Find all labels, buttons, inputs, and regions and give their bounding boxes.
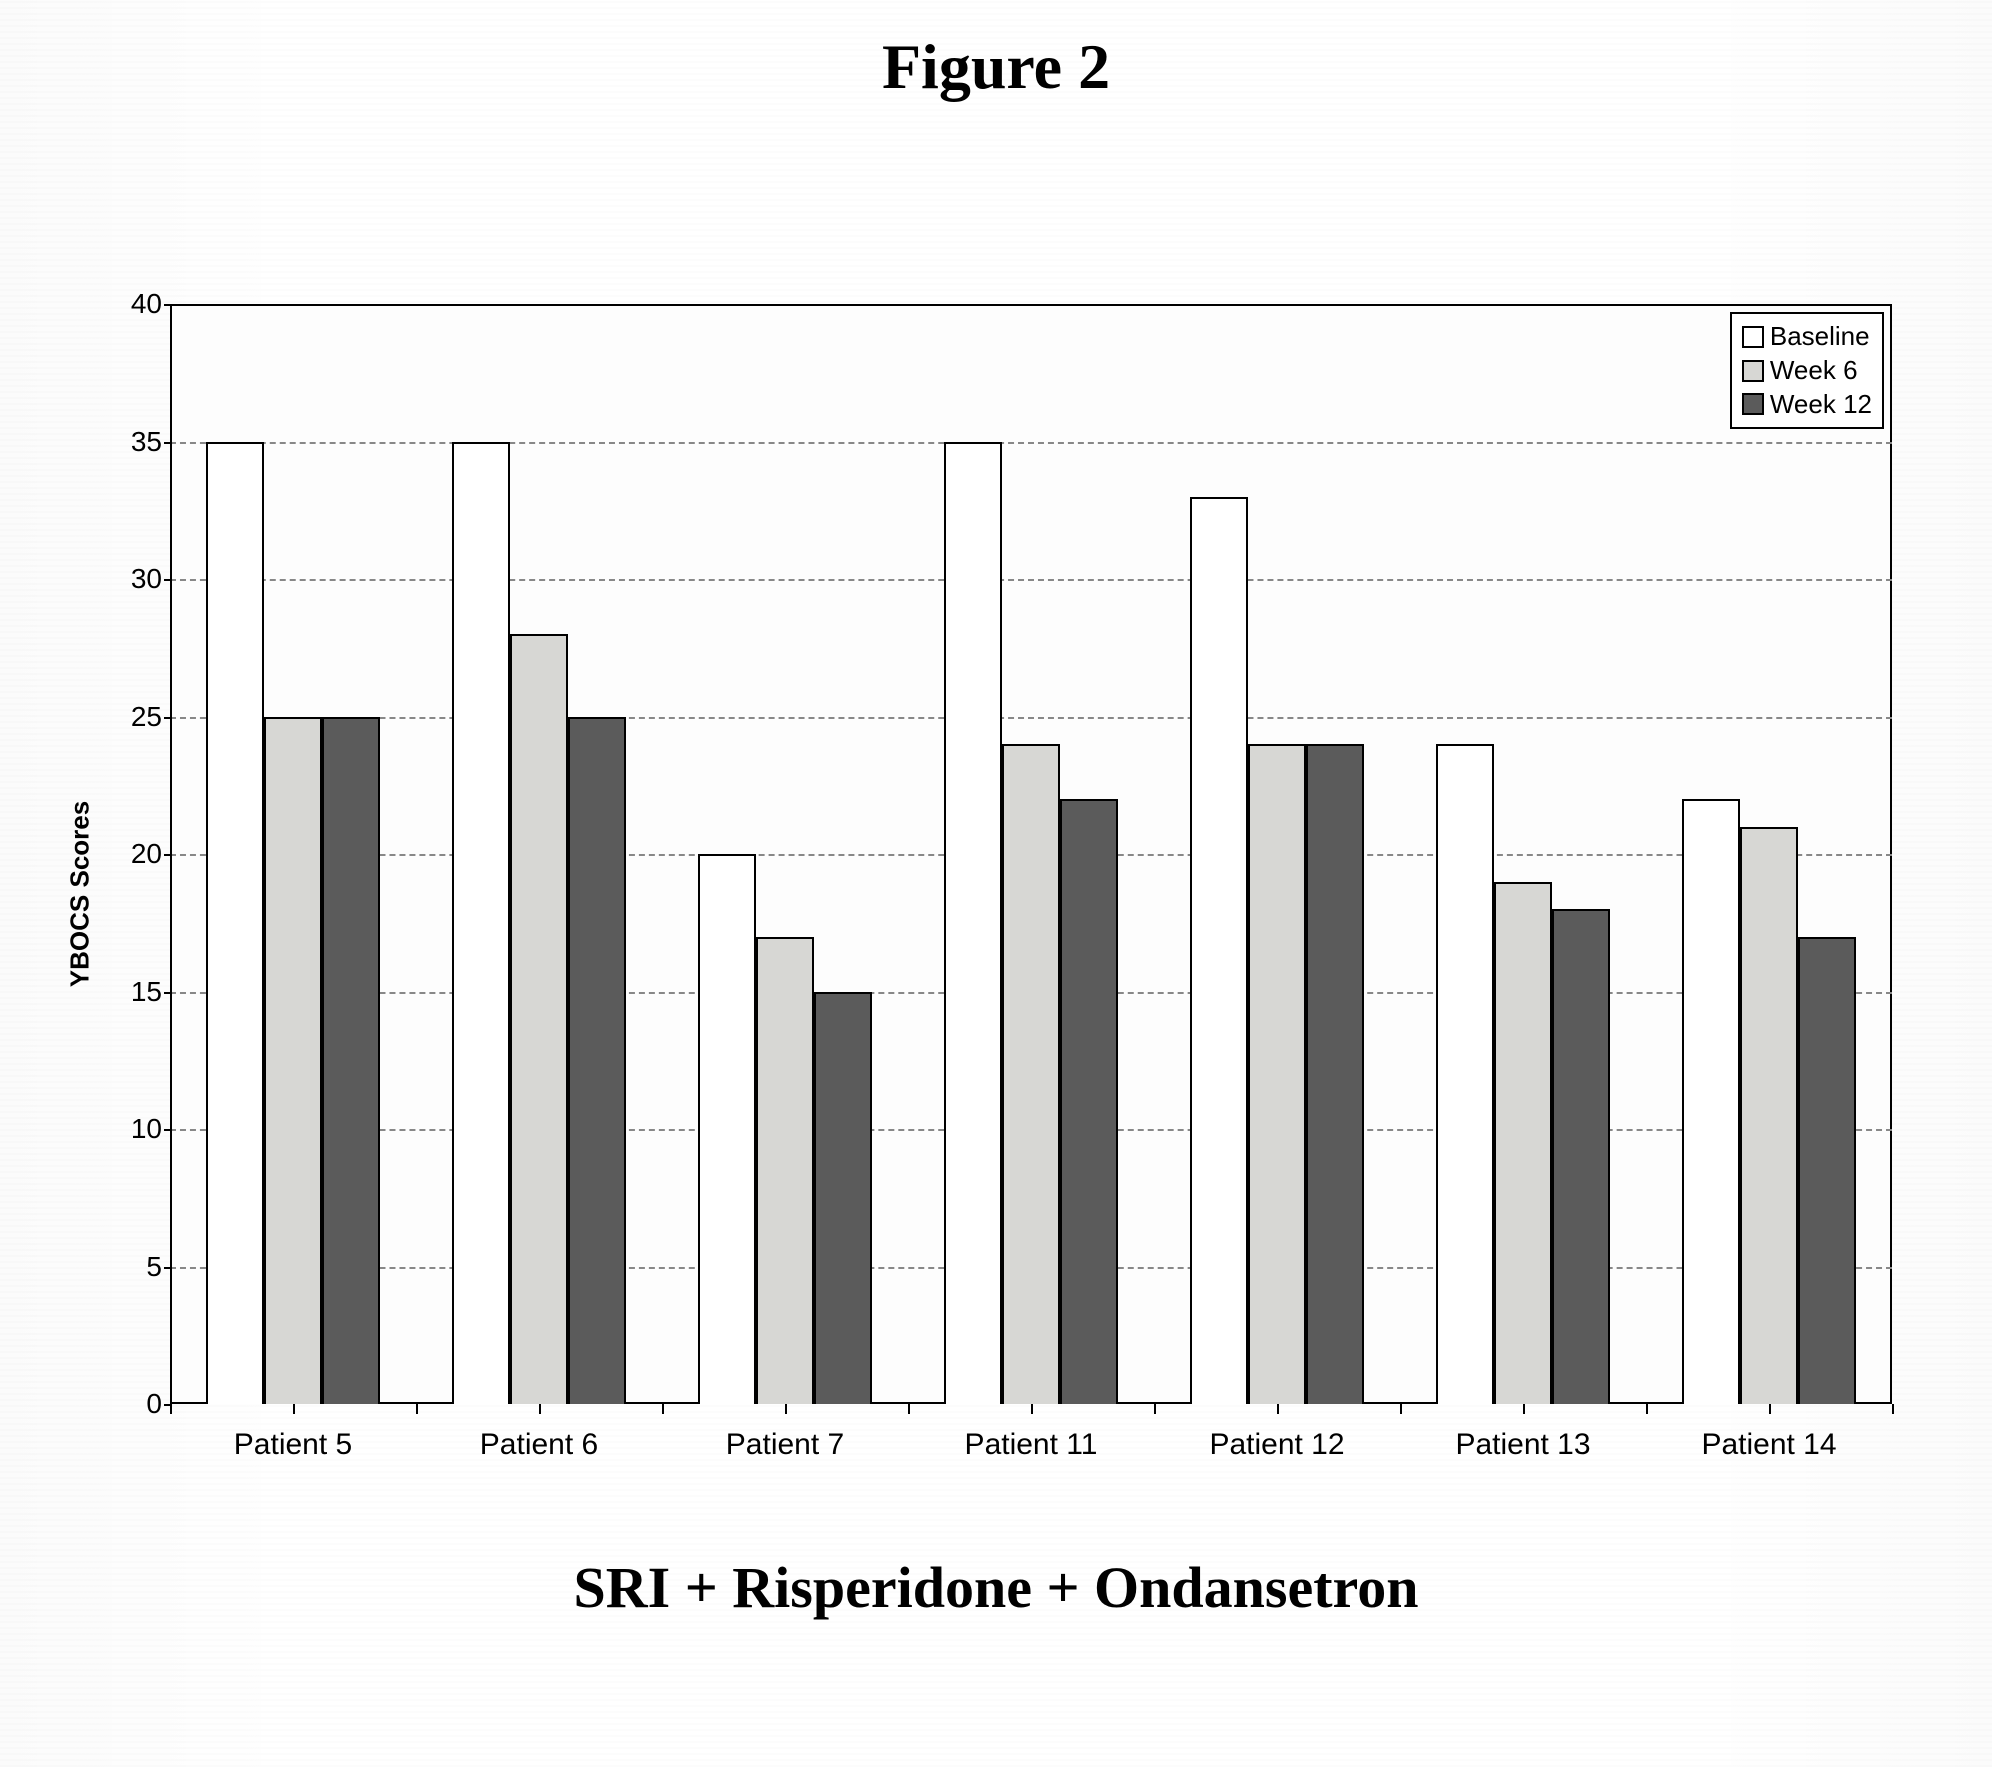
legend-label: Week 12 [1770, 388, 1872, 422]
bar [1002, 744, 1060, 1404]
y-tick-label: 0 [102, 1388, 162, 1420]
x-tick-label: Patient 7 [726, 1428, 844, 1462]
y-tick-mark [164, 854, 172, 856]
x-tick-mark [416, 1404, 418, 1414]
x-tick-label: Patient 5 [234, 1428, 352, 1462]
x-tick-mark [785, 1404, 787, 1414]
legend-swatch-week6 [1742, 360, 1764, 382]
y-tick-label: 10 [102, 1113, 162, 1145]
y-tick-label: 35 [102, 426, 162, 458]
bar [756, 937, 814, 1405]
bar [1552, 909, 1610, 1404]
x-tick-mark [1154, 1404, 1156, 1414]
bar [698, 854, 756, 1404]
y-tick-label: 15 [102, 976, 162, 1008]
x-tick-mark [539, 1404, 541, 1414]
bar-group: Patient 13 [1400, 304, 1646, 1404]
legend-label: Baseline [1770, 320, 1870, 354]
bar-group: Patient 12 [1154, 304, 1400, 1404]
y-tick-mark [164, 1267, 172, 1269]
bar-group: Patient 6 [416, 304, 662, 1404]
bar [1190, 497, 1248, 1405]
bar-group: Patient 7 [662, 304, 908, 1404]
bar [1248, 744, 1306, 1404]
legend-label: Week 6 [1770, 354, 1858, 388]
bar [944, 442, 1002, 1405]
x-tick-mark [1277, 1404, 1279, 1414]
bar-group: Patient 5 [170, 304, 416, 1404]
bar [568, 717, 626, 1405]
y-tick-mark [164, 1129, 172, 1131]
y-tick-label: 40 [102, 288, 162, 320]
bar-chart: YBOCS Scores Patient 5Patient 6Patient 7… [90, 304, 1902, 1484]
x-tick-mark [662, 1404, 664, 1414]
bar [322, 717, 380, 1405]
figure-title: Figure 2 [0, 0, 1992, 124]
bar [1740, 827, 1798, 1405]
y-tick-mark [164, 717, 172, 719]
y-tick-label: 5 [102, 1251, 162, 1283]
bar [1798, 937, 1856, 1405]
plot-area: Patient 5Patient 6Patient 7Patient 11Pat… [170, 304, 1892, 1404]
x-tick-label: Patient 13 [1455, 1428, 1590, 1462]
y-tick-mark [164, 304, 172, 306]
bar-group: Patient 14 [1646, 304, 1892, 1404]
bar [510, 634, 568, 1404]
bars-container: Patient 5Patient 6Patient 7Patient 11Pat… [170, 304, 1892, 1404]
x-tick-mark [908, 1404, 910, 1414]
y-tick-label: 20 [102, 838, 162, 870]
x-tick-mark [1646, 1404, 1648, 1414]
bar [452, 442, 510, 1405]
x-tick-mark [1892, 1404, 1894, 1414]
x-tick-label: Patient 11 [965, 1428, 1098, 1462]
x-tick-mark [293, 1404, 295, 1414]
x-tick-label: Patient 14 [1701, 1428, 1836, 1462]
x-tick-label: Patient 12 [1209, 1428, 1344, 1462]
x-tick-label: Patient 6 [480, 1428, 598, 1462]
legend: Baseline Week 6 Week 12 [1730, 312, 1884, 429]
y-tick-mark [164, 579, 172, 581]
bar [1494, 882, 1552, 1405]
y-tick-label: 25 [102, 701, 162, 733]
legend-item-week12: Week 12 [1742, 388, 1872, 422]
legend-item-baseline: Baseline [1742, 320, 1872, 354]
y-tick-mark [164, 992, 172, 994]
y-tick-label: 30 [102, 563, 162, 595]
x-tick-mark [1523, 1404, 1525, 1414]
y-axis-label: YBOCS Scores [65, 801, 96, 987]
legend-item-week6: Week 6 [1742, 354, 1872, 388]
bar [206, 442, 264, 1405]
x-tick-mark [1769, 1404, 1771, 1414]
bar [1306, 744, 1364, 1404]
chart-subtitle: SRI + Risperidone + Ondansetron [0, 1554, 1992, 1621]
legend-swatch-week12 [1742, 393, 1764, 415]
bar [814, 992, 872, 1405]
bar [1436, 744, 1494, 1404]
bar [1682, 799, 1740, 1404]
x-tick-mark [1031, 1404, 1033, 1414]
y-tick-mark [164, 442, 172, 444]
bar [1060, 799, 1118, 1404]
y-tick-mark [164, 1404, 172, 1406]
x-tick-mark [1400, 1404, 1402, 1414]
legend-swatch-baseline [1742, 326, 1764, 348]
bar-group: Patient 11 [908, 304, 1154, 1404]
bar [264, 717, 322, 1405]
